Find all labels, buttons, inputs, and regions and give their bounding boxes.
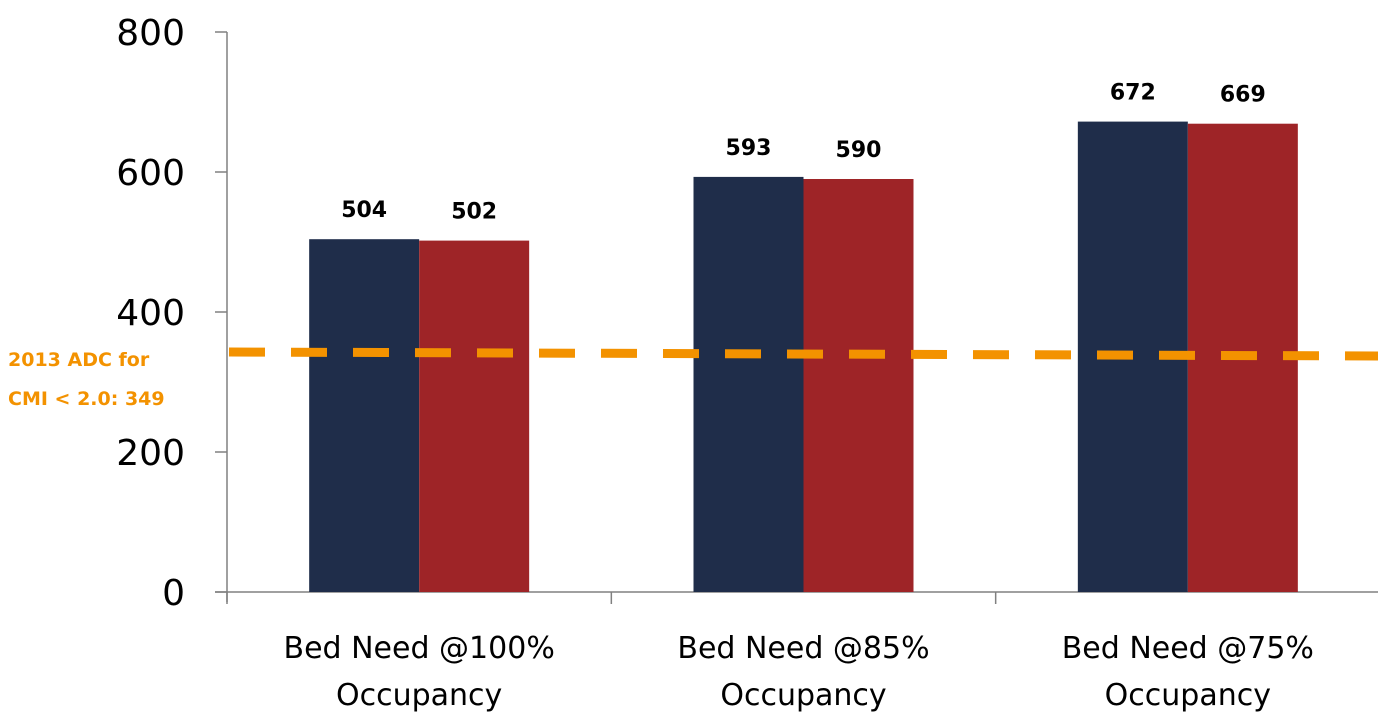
data-labels: 504 502 593 590 672 669: [341, 81, 1266, 225]
y-axis: 0 200 400 600 800: [116, 13, 228, 614]
y-tick-label: 400: [116, 293, 185, 334]
y-tick-label: 0: [162, 573, 185, 614]
x-category-label: Occupancy: [336, 678, 502, 713]
bar-series-1-1: [309, 239, 420, 592]
reference-line-dash: [228, 347, 1378, 361]
reference-line: 2013 ADC for CMI < 2.0: 349: [8, 347, 1378, 410]
data-label: 669: [1220, 83, 1266, 108]
category-labels: Bed Need @100% Occupancy Bed Need @85% Occu…: [284, 631, 1314, 713]
data-label: 672: [1110, 81, 1156, 106]
data-label: 504: [341, 198, 387, 223]
reference-line-label: CMI < 2.0: 349: [8, 388, 165, 410]
bar-series-2-1: [419, 240, 530, 592]
x-category-label: Bed Need @85%: [677, 631, 929, 666]
bar-series-1-2: [693, 176, 804, 592]
data-label: 590: [836, 138, 882, 163]
y-tick-label: 200: [116, 433, 185, 474]
data-label: 593: [726, 136, 772, 161]
x-category-label: Occupancy: [720, 678, 886, 713]
reference-line-label: 2013 ADC for: [8, 349, 150, 371]
x-category-label: Occupancy: [1105, 678, 1271, 713]
data-label: 502: [451, 200, 497, 225]
bar-series-2-2: [803, 179, 914, 592]
y-tick-label: 600: [116, 153, 185, 194]
y-tick-label: 800: [116, 13, 185, 54]
x-axis: [215, 591, 1378, 604]
x-category-label: Bed Need @75%: [1062, 631, 1314, 666]
x-category-label: Bed Need @100%: [284, 631, 555, 666]
